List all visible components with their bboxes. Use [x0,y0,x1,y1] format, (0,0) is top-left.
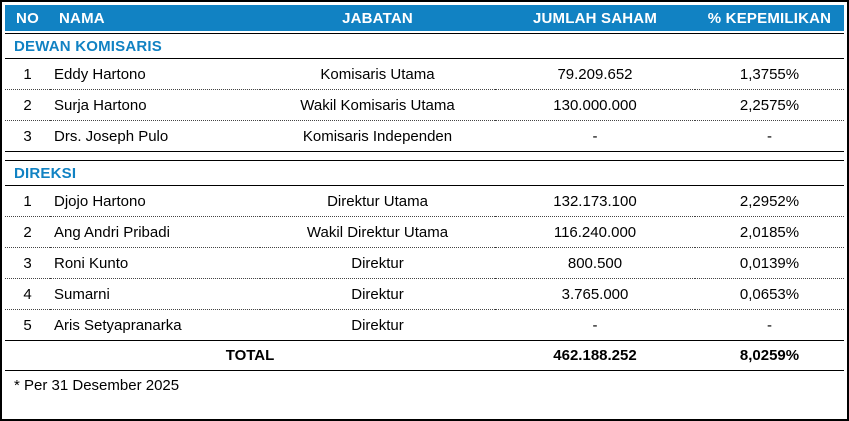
header-row: NO NAMA JABATAN JUMLAH SAHAM % KEPEMILIK… [5,5,844,33]
section-spacer [5,152,844,160]
cell-no: 3 [5,121,50,152]
cell-no: 1 [5,186,50,217]
cell-no: 4 [5,279,50,310]
table-row: 4 Sumarni Direktur 3.765.000 0,0653% [5,279,844,310]
column-header-jabatan: JABATAN [260,5,495,33]
table-row: 1 Eddy Hartono Komisaris Utama 79.209.65… [5,59,844,90]
cell-jabatan: Direktur Utama [260,186,495,217]
table-row: 3 Drs. Joseph Pulo Komisaris Independen … [5,121,844,152]
section-title: DIREKSI [5,160,844,186]
total-jumlah-saham: 462.188.252 [495,341,695,371]
footnote-row: * Per 31 Desember 2025 [5,371,844,400]
total-kepemilikan: 8,0259% [695,341,844,371]
footnote-text: * Per 31 Desember 2025 [14,377,180,394]
cell-jumlah-saham: 79.209.652 [495,59,695,90]
cell-kepemilikan: 1,3755% [695,59,844,90]
cell-jumlah-saham: 132.173.100 [495,186,695,217]
total-row: TOTAL 462.188.252 8,0259% [5,341,844,371]
cell-jumlah-saham: - [495,310,695,341]
cell-nama: Ang Andri Pribadi [50,217,260,248]
section-header-direksi: DIREKSI [5,160,844,186]
cell-nama: Aris Setyapranarka [50,310,260,341]
table-row: 1 Djojo Hartono Direktur Utama 132.173.1… [5,186,844,217]
cell-kepemilikan: 0,0653% [695,279,844,310]
cell-no: 5 [5,310,50,341]
cell-kepemilikan: - [695,121,844,152]
table-row: 3 Roni Kunto Direktur 800.500 0,0139% [5,248,844,279]
section-header-dewan-komisaris: DEWAN KOMISARIS [5,33,844,59]
cell-no: 2 [5,90,50,121]
table-row: 5 Aris Setyapranarka Direktur - - [5,310,844,341]
cell-jumlah-saham: 3.765.000 [495,279,695,310]
column-header-no: NO [5,5,50,33]
cell-nama: Surja Hartono [50,90,260,121]
cell-jumlah-saham: 800.500 [495,248,695,279]
cell-jumlah-saham: 116.240.000 [495,217,695,248]
column-header-jumlah-saham: JUMLAH SAHAM [495,5,695,33]
column-header-kepemilikan: % KEPEMILIKAN [695,5,844,33]
cell-kepemilikan: 2,2952% [695,186,844,217]
cell-kepemilikan: 0,0139% [695,248,844,279]
cell-jabatan: Wakil Komisaris Utama [260,90,495,121]
column-header-nama: NAMA [50,5,260,33]
cell-jabatan: Direktur [260,248,495,279]
total-label: TOTAL [5,341,495,371]
cell-nama: Roni Kunto [50,248,260,279]
section-title: DEWAN KOMISARIS [5,33,844,59]
cell-kepemilikan: 2,0185% [695,217,844,248]
cell-jumlah-saham: 130.000.000 [495,90,695,121]
cell-nama: Sumarni [50,279,260,310]
cell-no: 3 [5,248,50,279]
cell-jabatan: Komisaris Independen [260,121,495,152]
table-row: 2 Surja Hartono Wakil Komisaris Utama 13… [5,90,844,121]
cell-jabatan: Komisaris Utama [260,59,495,90]
table-row: 2 Ang Andri Pribadi Wakil Direktur Utama… [5,217,844,248]
cell-jabatan: Direktur [260,310,495,341]
cell-kepemilikan: 2,2575% [695,90,844,121]
share-ownership-table: NO NAMA JABATAN JUMLAH SAHAM % KEPEMILIK… [5,5,844,400]
cell-no: 1 [5,59,50,90]
cell-kepemilikan: - [695,310,844,341]
cell-nama: Djojo Hartono [50,186,260,217]
cell-jabatan: Direktur [260,279,495,310]
cell-nama: Drs. Joseph Pulo [50,121,260,152]
cell-jumlah-saham: - [495,121,695,152]
cell-no: 2 [5,217,50,248]
cell-jabatan: Wakil Direktur Utama [260,217,495,248]
cell-nama: Eddy Hartono [50,59,260,90]
